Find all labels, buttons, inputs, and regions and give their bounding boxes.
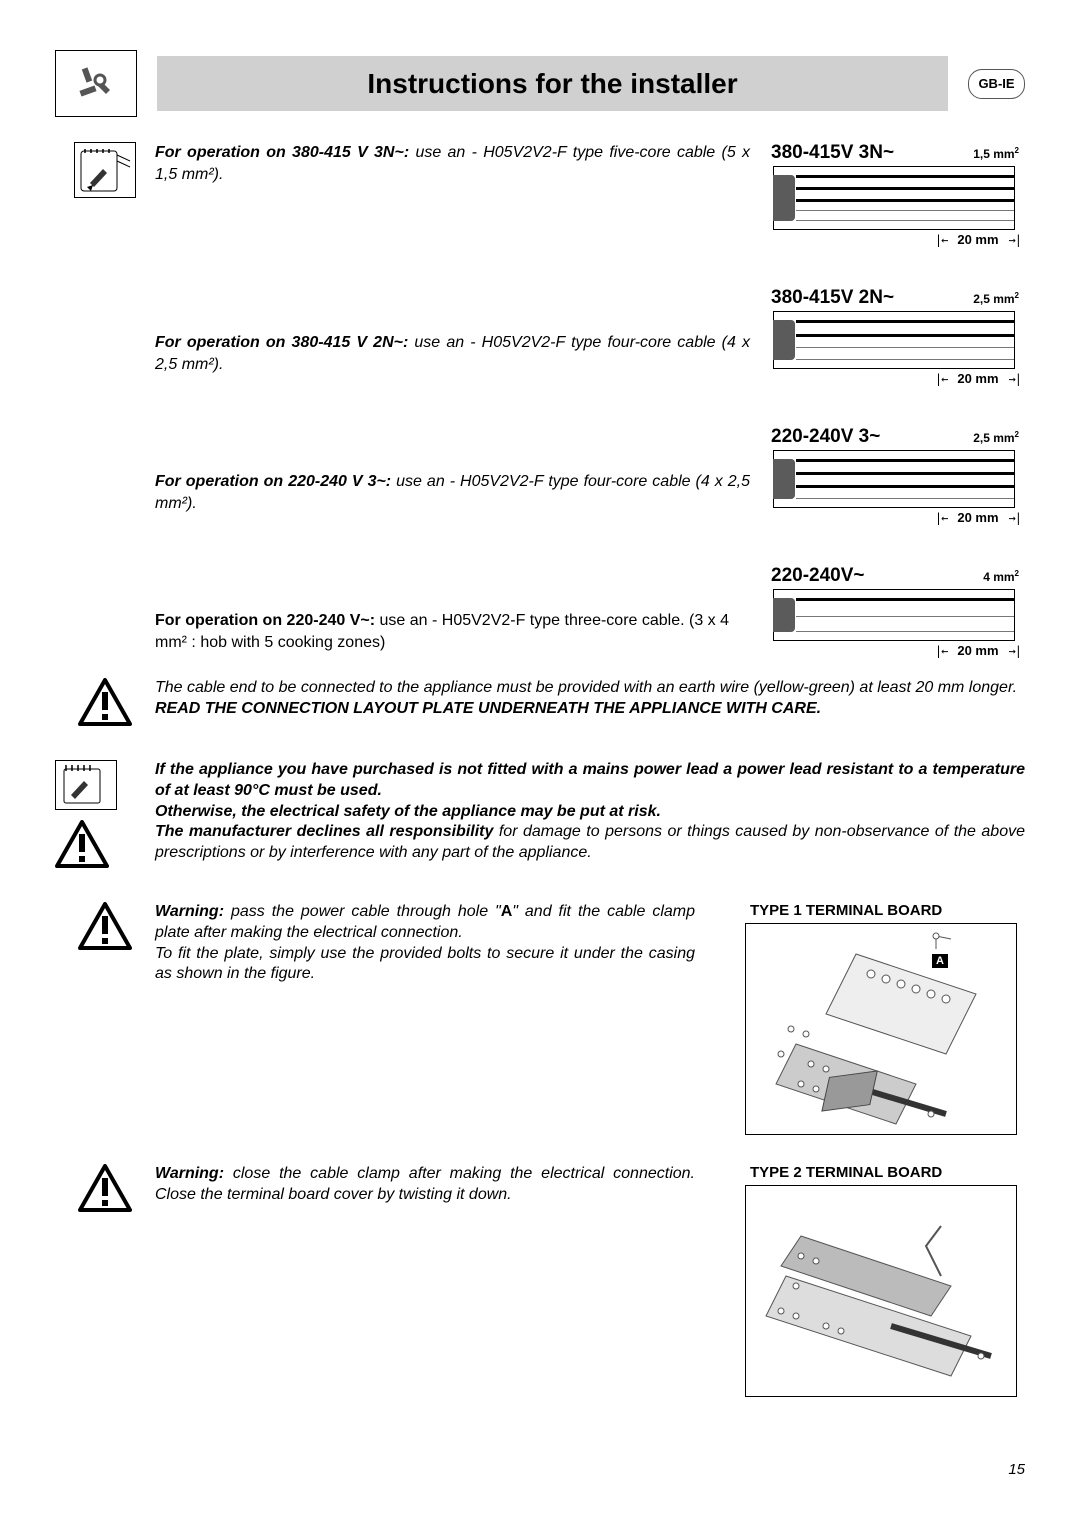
terminal1-row: Warning: pass the power cable through ho… <box>55 902 1025 1135</box>
page-number: 15 <box>1008 1461 1025 1478</box>
terminal1-title: TYPE 1 TERMINAL BOARD <box>725 902 1025 919</box>
page-title: Instructions for the installer <box>157 56 948 111</box>
cable-diagram: 220-240V~ 4 mm2 |← 20 mm →| <box>765 565 1025 658</box>
earth-note-body: The cable end to be connected to the app… <box>155 678 1025 720</box>
cable-spec-row: For operation on 220-240 V~: use an - H0… <box>55 565 1025 658</box>
spec-prefix: For operation on 220-240 V 3~: <box>155 473 391 490</box>
note-icon-col <box>55 142 155 198</box>
strip-length: 20 mm <box>957 643 998 658</box>
terminal1-diagram <box>746 924 1016 1134</box>
mains-line1: If the appliance you have purchased is n… <box>155 760 1025 802</box>
diagram-mm2: 1,5 mm <box>973 147 1014 161</box>
cable-spec-row: For operation on 220-240 V 3~: use an - … <box>55 426 1025 525</box>
diagram-voltage: 380-415V 2N~ <box>771 287 894 309</box>
warn-label: Warning: <box>155 903 224 920</box>
cable-diagram: 220-240V 3~ 2,5 mm2 |← 20 mm →| <box>765 426 1025 525</box>
dim-arrow-icon: →| <box>1009 233 1021 247</box>
notepad-icon <box>74 142 136 198</box>
spec-prefix: For operation on 380-415 V 2N~: <box>155 334 408 351</box>
read-plate-text: READ THE CONNECTION LAYOUT PLATE UNDERNE… <box>155 699 1025 720</box>
terminal2-figure: TYPE 2 TERMINAL BOARD <box>725 1164 1025 1397</box>
terminal2-row: Warning: close the cable clamp after mak… <box>55 1164 1025 1397</box>
lang-badge: GB-IE <box>968 69 1025 99</box>
cable-spec-row: For operation on 380-415 V 3N~: use an -… <box>55 142 1025 247</box>
warning-icon <box>55 820 109 868</box>
mains-lead-body: If the appliance you have purchased is n… <box>155 760 1025 864</box>
warn-label: Warning: <box>155 1165 224 1182</box>
spec-prefix: For operation on 380-415 V 3N~: <box>155 144 409 161</box>
tool-icon <box>55 50 137 117</box>
earth-wire-note: The cable end to be connected to the app… <box>55 678 1025 726</box>
cable-diagram: 380-415V 2N~ 2,5 mm2 |← 20 mm →| <box>765 287 1025 386</box>
mains-lead-block: If the appliance you have purchased is n… <box>55 760 1025 868</box>
strip-length: 20 mm <box>957 510 998 525</box>
page: Instructions for the installer GB-IE For… <box>0 0 1080 1528</box>
cable-spec-row: For operation on 380-415 V 2N~: use an -… <box>55 287 1025 386</box>
warning-icon <box>78 902 132 950</box>
earth-note-text: The cable end to be connected to the app… <box>155 678 1025 699</box>
cable-spec-text: For operation on 380-415 V 2N~: use an -… <box>155 287 750 375</box>
terminal1-figure: TYPE 1 TERMINAL BOARD A <box>725 902 1025 1135</box>
cable-diagram: 380-415V 3N~ 1,5 mm2 |← 20 mm →| <box>765 142 1025 247</box>
warning-icon <box>78 678 132 726</box>
notepad-icon <box>55 760 117 810</box>
diagram-mm2: 2,5 mm <box>973 431 1014 445</box>
diagram-voltage: 380-415V 3N~ <box>771 142 894 164</box>
terminal2-text: Warning: close the cable clamp after mak… <box>155 1164 725 1206</box>
mains-line3-bold: The manufacturer declines all responsibi… <box>155 823 493 840</box>
diagram-voltage: 220-240V~ <box>771 565 865 587</box>
dim-arrow-icon: |← <box>935 233 947 247</box>
header-row: Instructions for the installer GB-IE <box>55 50 1025 117</box>
cable-spec-text: For operation on 220-240 V 3~: use an - … <box>155 426 750 514</box>
strip-length: 20 mm <box>957 371 998 386</box>
a-label: A <box>932 954 948 968</box>
terminal2-title: TYPE 2 TERMINAL BOARD <box>725 1164 1025 1181</box>
mains-line2: Otherwise, the electrical safety of the … <box>155 802 1025 823</box>
terminal1-text: Warning: pass the power cable through ho… <box>155 902 725 985</box>
cable-plug-icon <box>773 175 795 221</box>
warning-icon <box>78 1164 132 1212</box>
fit-text: To fit the plate, simply use the provide… <box>155 944 695 986</box>
terminal2-diagram <box>746 1186 1016 1396</box>
cable-spec-text: For operation on 380-415 V 3N~: use an -… <box>155 142 750 185</box>
diagram-voltage: 220-240V 3~ <box>771 426 880 448</box>
cable-spec-text: For operation on 220-240 V~: use an - H0… <box>155 565 750 653</box>
strip-length: 20 mm <box>957 232 998 247</box>
spec-prefix: For operation on 220-240 V~: <box>155 612 375 629</box>
diagram-mm2: 4 mm <box>983 570 1014 584</box>
diagram-mm2: 2,5 mm <box>973 292 1014 306</box>
